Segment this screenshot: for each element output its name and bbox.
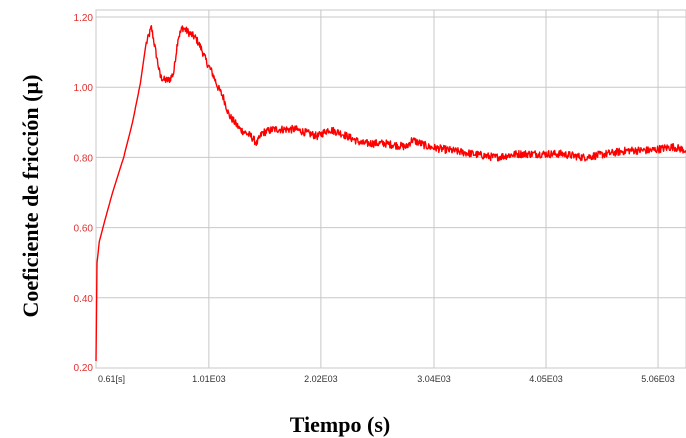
- x-tick-label: 5.06E03: [641, 374, 675, 384]
- x-tick-label: 3.04E03: [417, 374, 451, 384]
- x-tick-label: 4.05E03: [529, 374, 563, 384]
- x-tick-label: 2.02E03: [304, 374, 338, 384]
- y-tick-label: 0.60: [74, 224, 94, 235]
- plot-frame: [95, 9, 686, 369]
- series-layer: [95, 25, 686, 362]
- x-tick-label: 1.01E03: [192, 374, 226, 384]
- y-tick-label: 0.80: [74, 153, 94, 164]
- x-tick-label: 0.61[s]: [98, 374, 125, 384]
- y-tick-label: 1.00: [74, 83, 94, 94]
- x-tick-labels: 0.61[s] 1.01E03 2.02E03 3.04E03 4.05E03 5.06E…: [98, 374, 675, 384]
- y-axis-title: Coeficiente de fricción (µ): [18, 75, 43, 318]
- y-tick-labels: 0.20 0.40 0.60 0.80 1.00 1.20: [74, 13, 94, 374]
- y-tick-label: 0.40: [74, 294, 94, 305]
- y-tick-label: 1.20: [74, 13, 94, 24]
- y-tick-label: 0.20: [74, 363, 94, 374]
- friction-series-line: [95, 25, 686, 362]
- x-axis-title: Tiempo (s): [290, 412, 390, 437]
